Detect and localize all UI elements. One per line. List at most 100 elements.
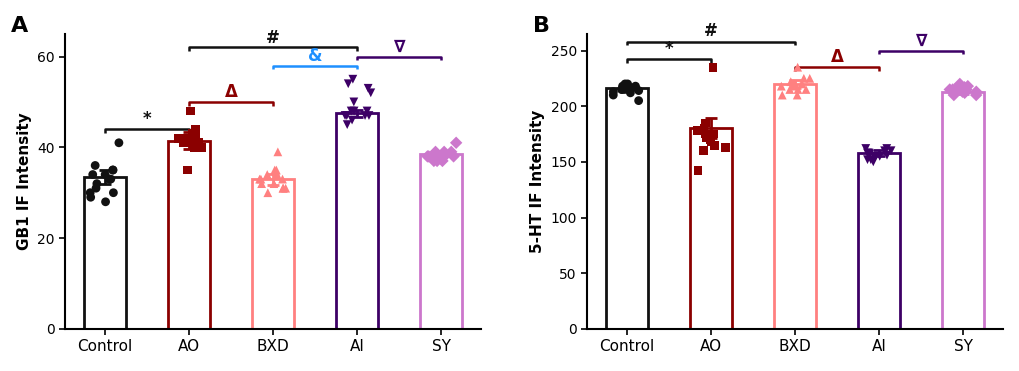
Bar (858, 153, 900, 329)
Point (269, 171, 285, 177)
Point (857, 145, 873, 151)
Text: B: B (533, 16, 549, 36)
Point (363, 90, 379, 96)
Text: ∇: ∇ (915, 32, 926, 49)
Point (947, 89, 963, 95)
Point (782, 79, 798, 85)
Point (359, 108, 375, 114)
Point (436, 154, 452, 160)
Point (781, 86, 797, 92)
Point (447, 140, 464, 146)
Bar (690, 128, 732, 329)
Point (336, 112, 353, 118)
Point (338, 112, 355, 118)
Point (429, 158, 445, 164)
Point (619, 81, 635, 87)
Text: #: # (704, 23, 717, 40)
Text: ∇: ∇ (393, 37, 405, 56)
Point (89, 181, 105, 187)
Point (785, 81, 801, 87)
Point (442, 149, 459, 155)
Point (184, 131, 201, 137)
Y-axis label: GB1 IF Intensity: GB1 IF Intensity (16, 112, 32, 250)
Point (427, 149, 443, 155)
Point (88, 185, 104, 191)
Point (179, 167, 196, 173)
Point (187, 135, 204, 141)
Point (275, 185, 291, 191)
Point (956, 90, 972, 96)
Point (179, 135, 196, 141)
Text: &: & (308, 47, 322, 65)
Bar (420, 154, 462, 329)
Point (801, 75, 817, 81)
Point (951, 81, 967, 87)
Point (956, 86, 972, 92)
Point (274, 176, 290, 182)
Text: Δ: Δ (224, 83, 237, 101)
Point (343, 117, 360, 123)
Point (191, 140, 207, 146)
Point (630, 98, 646, 104)
Point (604, 92, 621, 98)
Point (612, 86, 629, 92)
Point (705, 142, 721, 148)
Point (274, 185, 290, 191)
Point (445, 154, 462, 160)
Point (182, 108, 199, 114)
Point (789, 86, 805, 92)
Point (696, 120, 712, 126)
Bar (252, 179, 294, 329)
Point (266, 181, 282, 187)
Point (105, 167, 121, 173)
Point (786, 81, 802, 87)
Point (882, 148, 899, 154)
Point (425, 158, 441, 164)
Point (696, 131, 712, 137)
Point (967, 92, 983, 98)
Point (956, 84, 972, 90)
Point (434, 158, 450, 164)
Point (793, 81, 809, 87)
Point (277, 185, 293, 191)
Point (860, 150, 876, 156)
Point (865, 153, 881, 159)
Point (877, 145, 894, 151)
Point (174, 140, 191, 146)
Point (260, 190, 276, 196)
Point (875, 148, 892, 154)
Point (170, 135, 186, 141)
Point (259, 171, 275, 177)
Point (87, 162, 103, 168)
Point (360, 85, 376, 91)
Point (103, 176, 119, 182)
Bar (168, 141, 210, 329)
Point (797, 86, 813, 92)
Point (787, 83, 803, 89)
Point (688, 128, 704, 134)
Bar (336, 113, 378, 329)
Point (864, 159, 880, 165)
Point (615, 86, 632, 92)
Point (186, 144, 203, 150)
Point (941, 86, 957, 92)
Point (858, 157, 874, 162)
Point (789, 64, 805, 70)
Point (338, 122, 355, 128)
Point (420, 154, 436, 160)
Point (85, 171, 101, 177)
Point (862, 157, 878, 162)
Point (945, 92, 961, 98)
Point (101, 176, 117, 182)
Point (105, 190, 121, 196)
Point (698, 134, 714, 140)
Point (689, 168, 705, 174)
Point (251, 176, 267, 182)
Point (184, 131, 201, 137)
Point (695, 148, 711, 154)
Y-axis label: 5-HT IF Intensity: 5-HT IF Intensity (530, 110, 544, 253)
Point (946, 86, 962, 92)
Point (789, 92, 805, 98)
Point (345, 108, 362, 114)
Point (702, 137, 718, 142)
